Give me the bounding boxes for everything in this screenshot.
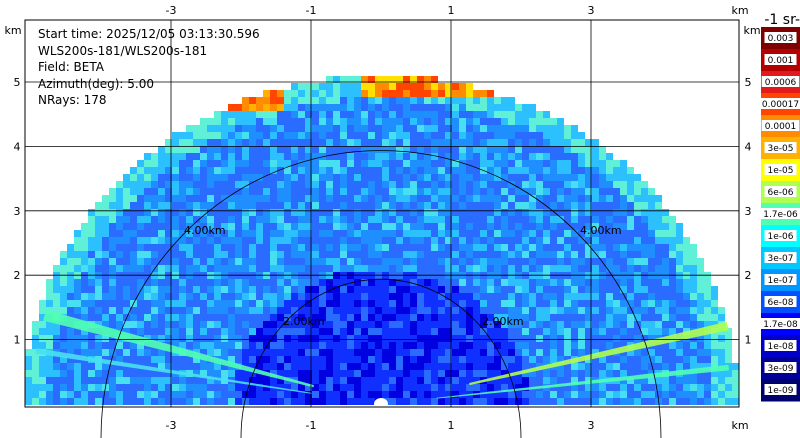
y-tick-label-right: 5: [745, 76, 752, 89]
colorbar-label-bg: [758, 208, 800, 219]
x-tick-label-top: -1: [306, 4, 317, 17]
colorbar-label: 1.7e-08: [763, 320, 798, 330]
colorbar-label-bg: [764, 54, 797, 65]
y-unit-right: km: [743, 24, 760, 37]
instrument-text: WLS200s-181/WLS200s-181: [38, 44, 208, 58]
x-tick-label-top: -3: [166, 4, 177, 17]
ring-label: 2.00km: [482, 315, 524, 328]
ring-label: 4.00km: [580, 224, 622, 237]
colorbar-label: 0.00017: [762, 100, 799, 110]
colorbar-label: 1e-05: [768, 166, 794, 176]
colorbar-label: 0.001: [768, 56, 794, 66]
colorbar-title: -1 sr-: [764, 12, 800, 28]
x-tick-label-top: 3: [588, 4, 595, 17]
colorbar-label-bg: [764, 252, 797, 263]
colorbar: -1 sr- 0.003 0.001 0.0006 0.00017 0.0001 3e-05…: [758, 12, 800, 402]
grid-lines: [25, 20, 739, 407]
x-tick-label-bottom: -3: [166, 419, 177, 432]
y-tick-label-right: 3: [745, 205, 752, 218]
colorbar-label: 3e-07: [768, 254, 794, 264]
colorbar-label-bg: [764, 362, 797, 373]
ring-label: 4.00km: [184, 224, 226, 237]
colorbar-label: 0.0001: [765, 122, 797, 132]
field-text: Field: BETA: [38, 60, 104, 74]
colorbar-label: 1e-07: [768, 276, 794, 286]
plot-frame: [24, 19, 740, 408]
y-tick-label-right: 4: [745, 140, 752, 153]
y-tick-label-left: 1: [14, 334, 21, 347]
colorbar-label: 6e-08: [768, 298, 794, 308]
colorbar-label: 3e-09: [768, 364, 794, 374]
colorbar-label: 6e-06: [768, 188, 794, 198]
beta-sector-image: [25, 76, 739, 407]
y-tick-label-right: 2: [745, 269, 752, 282]
colorbar-label-bg: [764, 32, 797, 43]
colorbar-label-bg: [764, 384, 797, 395]
y-unit-left: km: [4, 24, 21, 37]
colorbar-label: 1e-06: [768, 232, 794, 242]
x-unit-top: km: [731, 4, 748, 17]
axis-ticks: -3 -3 -1 -1 1 1 3 3 5 5 4 4 3 3 2 2 1 1 km km km km: [4, 4, 760, 432]
colorbar-label: 1.7e-06: [763, 210, 798, 220]
start-time-text: Start time: 2025/12/05 03:13:30.596: [38, 27, 260, 41]
x-tick-label-bottom: -1: [306, 419, 317, 432]
colorbar-label: 0.003: [768, 34, 794, 44]
colorbar-label-bg: [761, 120, 800, 131]
colorbar-label-bg: [764, 164, 797, 175]
x-unit-bottom: km: [731, 419, 748, 432]
colorbar-label-bg: [764, 142, 797, 153]
x-tick-label-top: 1: [448, 4, 455, 17]
colorbar-label: 1e-09: [768, 386, 794, 396]
colorbar-label-bg: [764, 296, 797, 307]
nrays-text: NRays: 178: [38, 93, 107, 107]
y-tick-label-left: 2: [14, 269, 21, 282]
colorbar-label: 1e-08: [768, 342, 794, 352]
y-tick-label-right: 1: [745, 334, 752, 347]
x-tick-label-bottom: 1: [448, 419, 455, 432]
colorbar-label-bg: [758, 98, 800, 109]
colorbar-label-bg: [764, 186, 797, 197]
y-tick-label-left: 4: [14, 140, 21, 153]
range-rings: 4.00km 4.00km 2.00km 2.00km: [100, 150, 662, 438]
ring-label: 2.00km: [283, 315, 325, 328]
colorbar-label-bg: [764, 340, 797, 351]
colorbar-label-bg: [758, 318, 800, 329]
colorbar-label-bg: [764, 274, 797, 285]
colorbar-label-bg: [761, 76, 800, 87]
x-tick-label-bottom: 3: [588, 419, 595, 432]
colorbar-label: 3e-05: [768, 144, 794, 154]
azimuth-text: Azimuth(deg): 5.00: [38, 77, 155, 91]
y-tick-label-left: 5: [14, 76, 21, 89]
y-tick-label-left: 3: [14, 205, 21, 218]
colorbar-label: 0.0006: [765, 78, 797, 88]
colorbar-label-bg: [764, 230, 797, 241]
